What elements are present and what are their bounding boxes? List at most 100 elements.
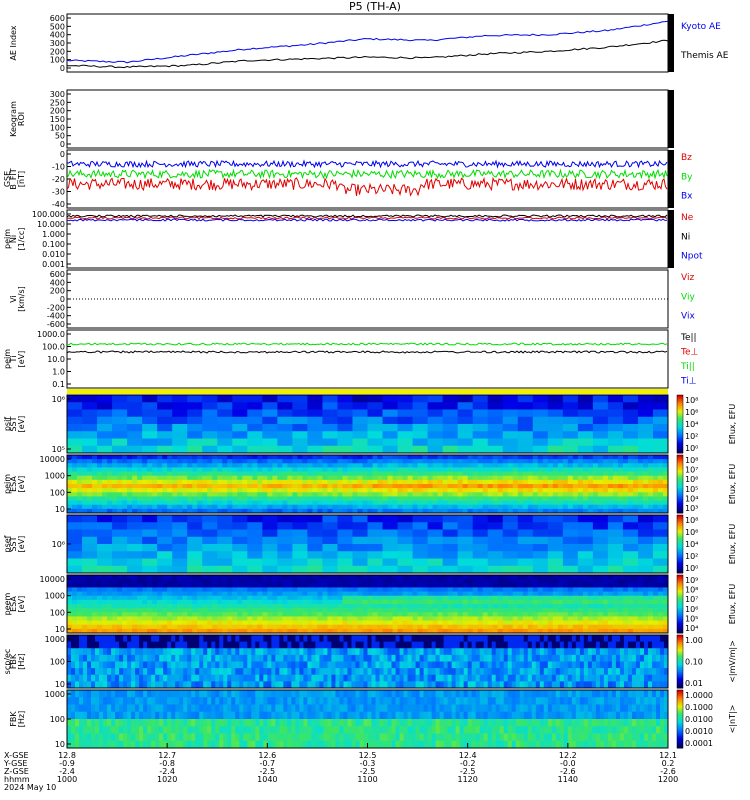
heatmap-cell (577, 628, 584, 634)
heatmap-cell (112, 395, 128, 403)
heatmap-cell (557, 575, 564, 580)
heatmap-cell (517, 575, 524, 580)
heatmap-cell (102, 616, 108, 621)
heatmap-cell (155, 635, 160, 643)
heatmap-cell (112, 558, 128, 567)
heatmap-cell (452, 500, 459, 506)
heatmap-cell (402, 624, 408, 630)
heatmap-cell (392, 575, 398, 580)
heatmap-cell (157, 515, 173, 523)
heatmap-cell (192, 612, 198, 617)
heatmap-cell (257, 575, 263, 580)
heatmap-cell (617, 591, 624, 597)
heatmap-cell (267, 488, 273, 493)
heatmap-cell (322, 455, 328, 460)
heatmap-cell (97, 459, 103, 464)
heatmap-cell (652, 575, 659, 580)
heatmap-cell (292, 604, 298, 609)
heatmap-cell (577, 488, 584, 493)
heatmap-cell (642, 500, 649, 506)
heatmap-cell (372, 595, 378, 601)
heatmap-cell (357, 492, 363, 497)
heatmap-cell (122, 463, 128, 468)
heatmap-cell (282, 583, 288, 588)
heatmap-cell (467, 587, 474, 592)
heatmap-cell (287, 604, 293, 609)
heatmap-cell (277, 608, 283, 613)
heatmap-cell (527, 455, 534, 460)
heatmap-cell (112, 467, 118, 472)
heatmap-cell (562, 445, 579, 454)
heatmap-cell (357, 628, 363, 634)
heatmap-cell (579, 635, 585, 643)
heatmap-cell (282, 496, 288, 501)
heatmap-cell (592, 496, 599, 501)
heatmap-cell (157, 488, 163, 493)
heatmap-cell (127, 595, 133, 601)
heatmap-cell (383, 661, 388, 669)
heatmap-cell (277, 599, 283, 605)
heatmap-cell (367, 424, 383, 432)
heatmap-cell (535, 648, 541, 656)
heatmap-cell (382, 459, 388, 464)
heatmap-cell (332, 591, 338, 597)
heatmap-cell (162, 575, 168, 580)
heatmap-cell (327, 641, 332, 649)
heatmap-cell (155, 641, 160, 649)
heatmap-cell (482, 504, 489, 510)
heatmap-cell (492, 624, 499, 630)
heatmap-cell (422, 492, 428, 497)
heatmap-cell (295, 641, 300, 649)
heatmap-cell (197, 484, 203, 489)
heatmap-cell (547, 424, 564, 432)
fill-strip (67, 389, 668, 394)
heatmap-cell (492, 591, 499, 597)
heatmap-cell (127, 496, 133, 501)
heatmap-cell (522, 616, 529, 621)
heatmap-cell (311, 635, 316, 643)
heatmap-cell (397, 484, 403, 489)
heatmap-cell (537, 492, 544, 497)
heatmap-cell (637, 475, 644, 481)
heatmap-cell (222, 467, 228, 472)
heatmap-cell (252, 616, 258, 621)
heatmap-cell (622, 628, 629, 634)
legend-entry: Ti⊥ (680, 377, 697, 387)
heatmap-cell (487, 496, 494, 501)
heatmap-cell (557, 492, 564, 497)
heatmap-cell (512, 504, 519, 510)
heatmap-cell (472, 558, 489, 567)
heatmap-cell (472, 587, 479, 592)
heatmap-cell (387, 654, 392, 662)
heatmap-cell (463, 641, 469, 649)
heatmap-cell (387, 624, 393, 630)
heatmap-cell (627, 471, 634, 477)
heatmap-cell (612, 479, 619, 485)
heatmap-cell (252, 504, 258, 510)
heatmap-cell (403, 654, 408, 662)
heatmap-cell (382, 484, 388, 489)
heatmap-cell (107, 608, 113, 613)
heatmap-cell (537, 500, 544, 506)
heatmap-cell (422, 496, 428, 501)
heatmap-cell (272, 583, 278, 588)
heatmap-cell (227, 575, 233, 580)
heatmap-cell (172, 599, 178, 605)
heatmap-cell (292, 579, 298, 584)
heatmap-cell (427, 641, 433, 649)
heatmap-cell (117, 455, 123, 460)
heatmap-cell (487, 558, 504, 567)
heatmap-cell (272, 496, 278, 501)
heatmap-cell (562, 438, 579, 447)
heatmap-cell (382, 575, 388, 580)
heatmap-cell (342, 496, 348, 501)
heatmap-cell (152, 604, 158, 609)
heatmap-cell (422, 595, 428, 601)
heatmap-cell (342, 459, 348, 464)
heatmap-cell (622, 604, 629, 609)
heatmap-cell (77, 591, 83, 597)
heatmap-cell (642, 455, 649, 460)
heatmap-cell (457, 455, 464, 460)
colorbar-frame (676, 394, 684, 454)
heatmap-cell (267, 654, 272, 662)
